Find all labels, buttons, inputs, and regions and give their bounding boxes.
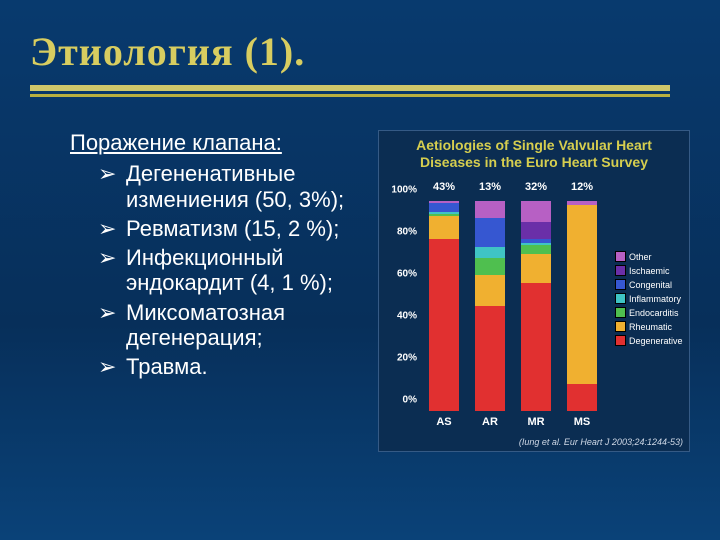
bar-segment xyxy=(521,254,551,283)
legend-swatch xyxy=(615,293,626,304)
top-label: 13% xyxy=(475,181,505,193)
legend-swatch xyxy=(615,279,626,290)
text-column: Поражение клапана: Дегененативные измени… xyxy=(70,130,370,520)
legend-label: Other xyxy=(629,252,652,262)
bar-segment xyxy=(429,212,459,214)
legend: Other Ischaemic Congenital Inflammatory Endo… xyxy=(615,251,685,349)
y-tick: 40% xyxy=(387,311,417,322)
bar-segment xyxy=(429,214,459,216)
bar-segment xyxy=(521,243,551,245)
legend-swatch xyxy=(615,307,626,318)
legend-item: Other xyxy=(615,251,685,262)
x-label: AS xyxy=(429,416,459,428)
legend-item: Rheumatic xyxy=(615,321,685,332)
legend-swatch xyxy=(615,251,626,262)
list-heading: Поражение клапана: xyxy=(70,130,370,155)
bar-segment xyxy=(475,306,505,411)
body-wrap: Поражение клапана: Дегененативные измени… xyxy=(70,130,700,520)
legend-swatch xyxy=(615,335,626,346)
bar-segment xyxy=(521,245,551,253)
legend-item: Degenerative xyxy=(615,335,685,346)
bar-segment xyxy=(475,247,505,258)
legend-label: Inflammatory xyxy=(629,294,681,304)
x-label: AR xyxy=(475,416,505,428)
x-label: MS xyxy=(567,416,597,428)
bullet-item: Травма. xyxy=(98,354,370,379)
chart-box: Aetiologies of Single Valvular Heart Dis… xyxy=(378,130,690,452)
bar-segment xyxy=(521,239,551,243)
bar-segment xyxy=(567,205,597,384)
chart-title-line2: Diseases in the Euro Heart Survey xyxy=(420,154,648,170)
bar-segment xyxy=(429,216,459,239)
top-label: 12% xyxy=(567,181,597,193)
bar-segment xyxy=(567,201,597,205)
bars-container xyxy=(417,201,607,411)
legend-label: Ischaemic xyxy=(629,266,670,276)
bullet-item: Ревматизм (15, 2 %); xyxy=(98,216,370,241)
legend-label: Endocarditis xyxy=(629,308,679,318)
bullet-item: Дегененативные измениения (50, 3%); xyxy=(98,161,370,212)
bar-segment xyxy=(429,201,459,203)
legend-label: Rheumatic xyxy=(629,322,672,332)
legend-item: Ischaemic xyxy=(615,265,685,276)
legend-item: Congenital xyxy=(615,279,685,290)
bar-segment xyxy=(475,275,505,307)
y-tick: 80% xyxy=(387,227,417,238)
x-label: MR xyxy=(521,416,551,428)
bar-segment xyxy=(521,201,551,222)
legend-swatch xyxy=(615,321,626,332)
legend-label: Congenital xyxy=(629,280,672,290)
bar-segment xyxy=(521,283,551,411)
title-block: Этиология (1). xyxy=(30,28,670,91)
y-tick: 0% xyxy=(387,395,417,406)
title-rule xyxy=(30,85,670,91)
chart-title-line1: Aetiologies of Single Valvular Heart xyxy=(416,137,652,153)
bar-segment xyxy=(567,384,597,411)
y-axis: 0%20%40%60%80%100% xyxy=(387,201,417,411)
bar-segment xyxy=(429,239,459,411)
chart-column: Aetiologies of Single Valvular Heart Dis… xyxy=(370,130,700,520)
bar-segment xyxy=(429,203,459,211)
legend-label: Degenerative xyxy=(629,336,683,346)
bar-segment xyxy=(475,258,505,275)
slide: Этиология (1). Поражение клапана: Дегене… xyxy=(0,0,720,540)
y-tick: 100% xyxy=(387,185,417,196)
legend-swatch xyxy=(615,265,626,276)
chart-citation: (Iung et al. Eur Heart J 2003;24:1244-53… xyxy=(519,437,683,447)
top-label: 32% xyxy=(521,181,551,193)
chart-title: Aetiologies of Single Valvular Heart Dis… xyxy=(379,131,689,173)
top-label: 43% xyxy=(429,181,459,193)
bullet-list: Дегененативные измениения (50, 3%); Ревм… xyxy=(70,161,370,379)
bullet-item: Миксоматозная дегенерация; xyxy=(98,300,370,351)
bar-segment xyxy=(521,222,551,239)
bar-segment xyxy=(475,218,505,247)
legend-item: Inflammatory xyxy=(615,293,685,304)
bullet-item: Инфекционный эндокардит (4, 1 %); xyxy=(98,245,370,296)
bar-segment xyxy=(475,201,505,218)
chart-area xyxy=(417,201,607,411)
y-tick: 60% xyxy=(387,269,417,280)
legend-item: Endocarditis xyxy=(615,307,685,318)
slide-title: Этиология (1). xyxy=(30,28,670,75)
y-tick: 20% xyxy=(387,353,417,364)
